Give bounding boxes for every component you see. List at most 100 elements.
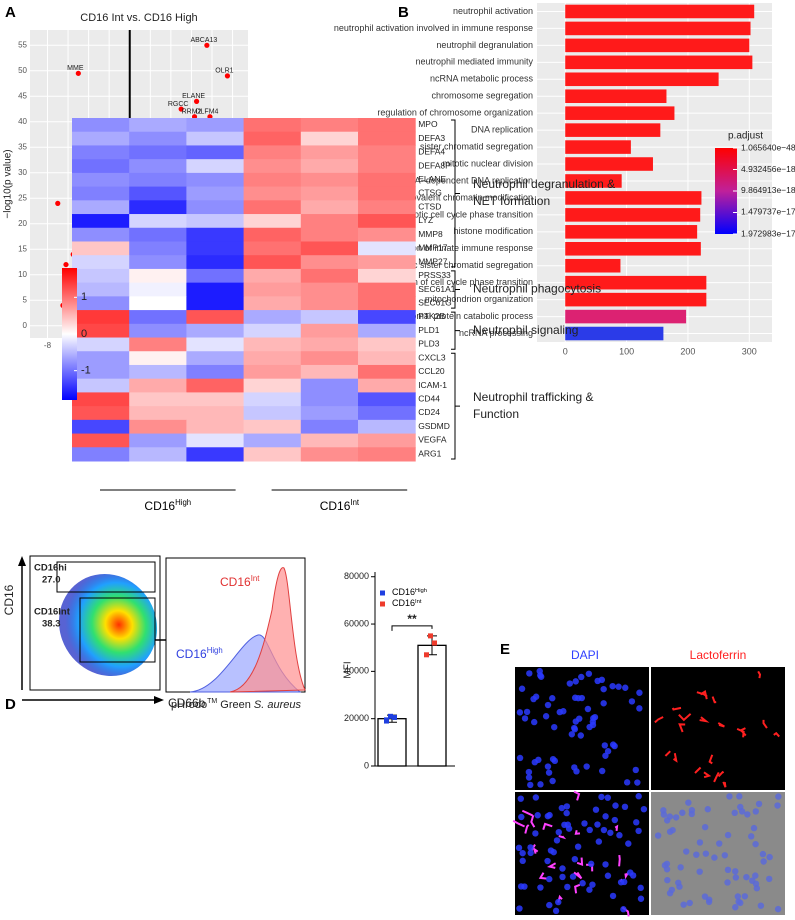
nucleus xyxy=(572,678,579,685)
gene-label: MME xyxy=(67,65,84,72)
heat-cell xyxy=(72,296,130,311)
heat-cell xyxy=(186,406,245,421)
fluorescent-cell xyxy=(703,771,712,779)
heat-cell xyxy=(243,364,302,380)
nucleus xyxy=(566,680,574,687)
nucleus xyxy=(636,705,643,712)
nucleus xyxy=(724,866,732,874)
nucleus xyxy=(628,698,636,705)
heat-cell xyxy=(186,323,245,339)
group-label: Neutrophil signaling xyxy=(473,323,578,337)
label-sup: High xyxy=(175,498,191,507)
heat-cell xyxy=(186,159,245,174)
nucleus xyxy=(549,777,556,785)
nucleus xyxy=(748,833,755,840)
label-base: CD16 xyxy=(144,499,175,513)
nucleus xyxy=(732,868,739,875)
heat-cell xyxy=(129,227,187,242)
bar xyxy=(565,292,707,307)
nucleus xyxy=(586,826,593,834)
heat-cell xyxy=(72,378,130,393)
nucleus xyxy=(521,715,529,722)
nucleus xyxy=(732,874,740,881)
nucleus xyxy=(721,852,729,859)
heat-cell xyxy=(243,118,302,133)
label-base: CD16 xyxy=(320,499,351,513)
fluorescent-cell xyxy=(671,706,682,711)
x-tick-label: 100 xyxy=(619,346,634,356)
heat-cell xyxy=(243,145,302,160)
heat-cell xyxy=(72,159,130,174)
gene-label: MMP17 xyxy=(418,243,448,253)
label-sup: Int xyxy=(350,498,360,507)
heat-cell xyxy=(358,419,416,435)
nucleus xyxy=(600,826,608,834)
nucleus xyxy=(701,823,709,831)
group-bracket xyxy=(451,270,460,309)
microscopy xyxy=(512,667,785,917)
heat-cell xyxy=(129,310,187,325)
data-point xyxy=(432,640,437,646)
nucleus xyxy=(693,851,700,858)
heat-cell xyxy=(300,268,359,284)
colorbar-label: 1 xyxy=(81,291,87,303)
nucleus xyxy=(551,723,558,731)
gate xyxy=(79,597,156,663)
nucleus xyxy=(583,763,590,770)
category-label: chromosome segregation xyxy=(431,91,533,101)
heat-cell xyxy=(186,131,245,146)
bar xyxy=(565,106,675,120)
heat-cell xyxy=(129,447,187,462)
data-point xyxy=(392,715,397,720)
arrow-head xyxy=(154,696,164,704)
nucleus xyxy=(552,907,560,915)
nucleus xyxy=(531,718,538,726)
heat-cell xyxy=(129,296,187,311)
nucleus xyxy=(573,768,580,775)
nucleus xyxy=(559,873,566,881)
data-point xyxy=(388,713,393,719)
gene-label: ELANE xyxy=(418,174,446,184)
nucleus xyxy=(654,832,662,839)
colorbar-label: 4.932456e−18 xyxy=(741,164,795,174)
nucleus xyxy=(532,794,540,801)
fluorescent-cell xyxy=(762,719,768,729)
heat-cell xyxy=(129,172,187,188)
heat-cell xyxy=(72,406,130,421)
nucleus xyxy=(600,700,607,707)
nucleus xyxy=(635,793,642,800)
fluorescent-cell xyxy=(678,713,692,722)
category-label: sister chromatid segregation xyxy=(420,141,533,151)
nucleus xyxy=(527,844,534,851)
fluorescent-cell xyxy=(574,883,581,894)
nucleus xyxy=(683,848,690,855)
nucleus xyxy=(534,812,541,819)
group-label: Neutrophil degranulation & xyxy=(473,177,615,191)
heat-cell xyxy=(243,447,302,462)
point xyxy=(63,261,69,268)
heat-cell xyxy=(300,337,359,352)
nucleus xyxy=(559,865,566,872)
nucleus xyxy=(598,793,605,801)
label-base: CD16 xyxy=(392,587,415,597)
nucleus xyxy=(635,827,642,835)
label-part: pHrodo xyxy=(171,699,207,711)
category-label: DNA−dependent DNA replication xyxy=(402,175,533,185)
fluorescent-cell xyxy=(530,815,536,828)
heat-cell xyxy=(72,131,130,146)
nucleus xyxy=(737,899,744,907)
heat-cell xyxy=(129,241,187,256)
heat-cell xyxy=(358,214,416,229)
significance: ** xyxy=(407,612,417,626)
nucleus xyxy=(616,832,623,839)
y-tick-label: 40 xyxy=(18,117,27,126)
heat-cell xyxy=(358,310,416,325)
x-tick-label: 300 xyxy=(742,346,757,356)
heat-cell xyxy=(129,378,187,393)
heat-cell xyxy=(358,268,416,284)
y-tick-label: 10 xyxy=(18,270,27,279)
nucleus xyxy=(677,864,684,871)
gene-label: SEC61G xyxy=(418,297,452,307)
label-sup: Int xyxy=(415,599,422,605)
heat-cell xyxy=(243,406,302,421)
